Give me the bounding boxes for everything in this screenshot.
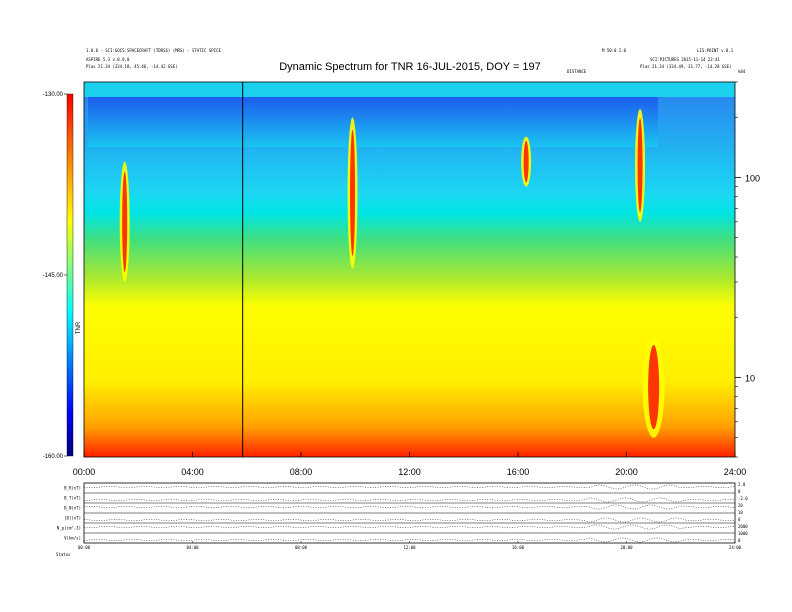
panel-right-label: 2000 — [738, 524, 748, 529]
colorbar-tick-label: -160.00 — [43, 454, 64, 460]
panel-trace — [83, 497, 736, 503]
event-burst — [523, 140, 529, 183]
colorbar-ticks: -130.00 -145.00 -160.00 — [43, 92, 67, 460]
y-tick-label: 100 — [745, 173, 760, 183]
panel-right-label: 0 — [738, 538, 741, 543]
header-left-line1: 1.0.0 - SCI:GOCS:SPACECRAFT (TDRSS) (MRS… — [86, 48, 221, 53]
panel-label: B_N(nT) — [64, 506, 81, 511]
panel-trace — [83, 484, 736, 490]
panel-right-label: 20 — [738, 503, 743, 508]
colorbar-label: TNR — [76, 321, 82, 334]
y-axis: 100 10 — [735, 81, 760, 458]
panel-label: V(km/s) — [64, 536, 81, 541]
header-right-line4: Plas 21.34 (334.49, 31.77, -14.28 GSE) — [640, 64, 732, 69]
event-burst — [122, 171, 128, 272]
header-right-line2: LIS:POINT v.8.1 — [697, 48, 734, 53]
panel-footer-label: Status — [56, 552, 71, 557]
colorbar-tick-label: -145.00 — [43, 273, 64, 279]
panel-right-label: 1000 — [738, 531, 748, 536]
header-left-line2: ASPIRE 5.3 v.8.9.0 — [86, 57, 130, 62]
x-axis: 00:00 04:00 08:00 12:00 16:00 20:00 24:00 — [73, 452, 747, 477]
header-right-line1: M 50:0 2.0 — [602, 48, 627, 53]
y-tick-label: 10 — [745, 373, 755, 383]
spectrogram — [84, 82, 735, 457]
panel-right-label: 10 — [738, 510, 743, 515]
colorbar — [66, 93, 74, 457]
panel-trace — [83, 524, 736, 530]
colorbar-tick-label: -130.00 — [43, 92, 64, 98]
panel-right-label: 0 — [738, 517, 741, 522]
spectrogram-events — [119, 82, 665, 457]
event-burst — [637, 118, 643, 213]
header-marker-label: DISTANCE — [567, 69, 587, 74]
header-right-line3: SCI:PICTURES 2015-11-14 22:41 — [650, 57, 720, 62]
header-left-line3: Plas 21.34 (334.18, 45.46, -14.42 GSE) — [86, 64, 178, 69]
x-tick-label: 16:00 — [507, 467, 530, 477]
event-burst — [350, 129, 356, 256]
panel-right-label: 2.0 — [738, 482, 746, 487]
x-tick-label: 20:00 — [615, 467, 638, 477]
x-tick-label: 12:00 — [398, 467, 421, 477]
event-burst — [648, 345, 660, 430]
panel-label: B_T(nT) — [64, 496, 81, 501]
panel-label: N_p(cm^-3) — [57, 526, 81, 531]
panel-label: |B|(nT) — [64, 516, 81, 521]
panel-right-label: 0 — [738, 489, 741, 494]
panel-x-tick-label: 16:00 — [512, 545, 525, 550]
panel-x-tick-label: 24:00 — [729, 545, 742, 550]
panel-x-tick-label: 08:00 — [295, 545, 308, 550]
panel-right-label: -2.0 — [738, 496, 748, 501]
spectrogram-upper-band — [84, 82, 735, 97]
header-marker-label-right: k84 — [738, 69, 746, 74]
panel-x-tick-label: 12:00 — [403, 545, 416, 550]
x-tick-label: 24:00 — [724, 467, 747, 477]
parameter-panels: B_R(nT) B_T(nT) B_N(nT) |B|(nT) N_p(cm^-3) V(… — [56, 482, 748, 557]
panel-label: B_R(nT) — [64, 486, 81, 491]
x-tick-label: 08:00 — [290, 467, 313, 477]
panel-x-tick-label: 04:00 — [186, 545, 199, 550]
panel-trace — [83, 504, 736, 510]
chart-title: Dynamic Spectrum for TNR 16-JUL-2015, DO… — [279, 61, 541, 73]
spectrogram-blue-band — [88, 97, 658, 147]
panel-x-tick-label: 20:00 — [620, 545, 633, 550]
panel-trace — [83, 517, 736, 523]
x-tick-label: 00:00 — [73, 467, 96, 477]
x-tick-label: 04:00 — [181, 467, 204, 477]
panel-x-tick-label: 00:00 — [78, 545, 91, 550]
